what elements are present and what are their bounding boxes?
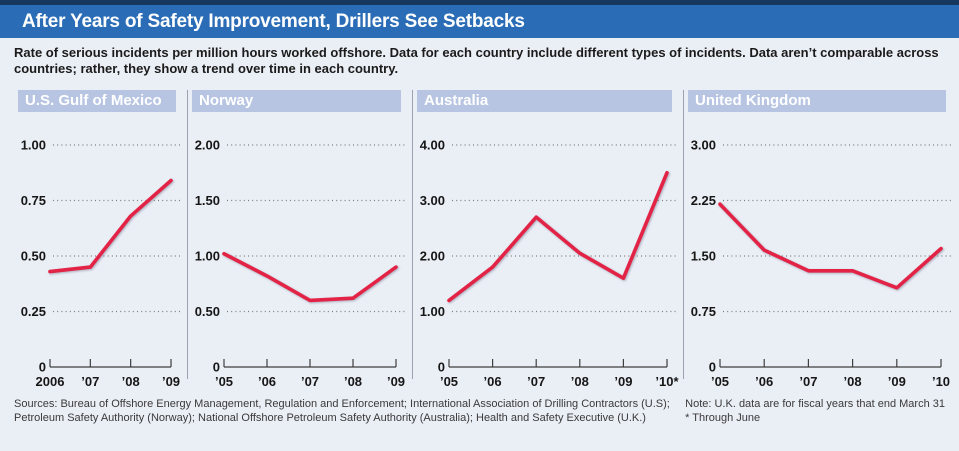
panel-australia: Australia 4.00 3.00 2.00 1.00 0’05 ’06 ’07 ’08 ’… — [413, 90, 683, 389]
svg-text:’05: ’05 — [711, 374, 729, 389]
svg-text:’06: ’06 — [755, 374, 773, 389]
panel-divider — [683, 90, 684, 379]
svg-text:’08: ’08 — [844, 374, 862, 389]
panel-divider — [187, 90, 188, 379]
svg-text:’07: ’07 — [301, 374, 319, 389]
svg-text:’08: ’08 — [122, 374, 140, 389]
svg-text:0.50: 0.50 — [21, 249, 46, 264]
svg-text:’09: ’09 — [614, 374, 632, 389]
note-line-1: Note: U.K. data are for fiscal years tha… — [685, 398, 945, 410]
line-chart-australia: 4.00 3.00 2.00 1.00 0’05 ’06 ’07 ’08 ’09 ’10* — [420, 138, 680, 390]
svg-text:0: 0 — [213, 360, 220, 375]
svg-text:1.50: 1.50 — [195, 193, 220, 208]
sources-line-2: Petroleum Safety Authority (Norway); Nat… — [14, 412, 646, 424]
page-title: After Years of Safety Improvement, Drill… — [22, 10, 525, 32]
panel-title-us-gulf: U.S. Gulf of Mexico — [18, 90, 176, 112]
svg-text:’07: ’07 — [81, 374, 99, 389]
svg-text:2.25: 2.25 — [691, 193, 716, 208]
svg-text:2006: 2006 — [36, 374, 65, 389]
panel-us-gulf-of-mexico: U.S. Gulf of Mexico 1.00 0.75 0.50 0.25 0 200… — [14, 90, 187, 389]
title-bar: After Years of Safety Improvement, Drill… — [0, 5, 959, 38]
svg-text:’08: ’08 — [571, 374, 589, 389]
svg-text:1.00: 1.00 — [195, 249, 220, 264]
svg-text:’09: ’09 — [162, 374, 180, 389]
chart-panels: U.S. Gulf of Mexico 1.00 0.75 0.50 0.25 0 200… — [0, 90, 959, 389]
svg-text:’07: ’07 — [799, 374, 817, 389]
sources-text: Sources: Bureau of Offshore Energy Manag… — [14, 397, 670, 425]
svg-text:’08: ’08 — [344, 374, 362, 389]
svg-text:3.00: 3.00 — [420, 193, 445, 208]
svg-text:0.75: 0.75 — [691, 304, 716, 319]
svg-text:’06: ’06 — [258, 374, 276, 389]
svg-text:0.50: 0.50 — [195, 304, 220, 319]
svg-text:3.00: 3.00 — [691, 138, 716, 153]
note-text: Note: U.K. data are for fiscal years tha… — [685, 397, 945, 425]
panel-title-norway: Norway — [192, 90, 401, 112]
footer: Sources: Bureau of Offshore Energy Manag… — [0, 397, 959, 425]
svg-text:2.00: 2.00 — [420, 249, 445, 264]
svg-text:’09: ’09 — [888, 374, 906, 389]
panel-divider — [412, 90, 413, 379]
panel-united-kingdom: United Kingdom 3.00 2.25 1.50 0.75 0’05 ’06 ’0… — [684, 90, 957, 389]
svg-text:4.00: 4.00 — [420, 138, 445, 153]
svg-text:’06: ’06 — [484, 374, 502, 389]
line-chart-norway: 2.00 1.50 1.00 0.50 0’05 ’06 ’07 ’08 ’09 — [195, 138, 406, 389]
note-line-2: * Through June — [685, 412, 761, 424]
svg-text:0.75: 0.75 — [21, 193, 46, 208]
svg-text:1.50: 1.50 — [691, 249, 716, 264]
svg-text:0.25: 0.25 — [21, 304, 46, 319]
svg-text:0: 0 — [39, 360, 46, 375]
svg-text:’10: ’10 — [932, 374, 950, 389]
panel-title-united-kingdom: United Kingdom — [688, 90, 946, 112]
svg-text:0: 0 — [438, 360, 445, 375]
chart-description: Rate of serious incidents per million ho… — [14, 45, 939, 76]
svg-text:’07: ’07 — [527, 374, 545, 389]
sources-line-1: Sources: Bureau of Offshore Energy Manag… — [14, 398, 670, 410]
svg-text:1.00: 1.00 — [420, 304, 445, 319]
svg-text:’10*: ’10* — [655, 374, 679, 389]
svg-text:0: 0 — [709, 360, 716, 375]
line-chart-united-kingdom: 3.00 2.25 1.50 0.75 0’05 ’06 ’07 ’08 ’09 ’10 — [691, 138, 951, 389]
svg-text:’09: ’09 — [387, 374, 405, 389]
svg-text:1.00: 1.00 — [21, 138, 46, 153]
svg-text:’05: ’05 — [215, 374, 233, 389]
panel-title-australia: Australia — [417, 90, 672, 112]
svg-text:2.00: 2.00 — [195, 138, 220, 153]
panel-norway: Norway 2.00 1.50 1.00 0.50 0’05 ’06 ’07 ’08 ’09 — [188, 90, 412, 389]
svg-text:’05: ’05 — [440, 374, 458, 389]
top-navy-strip — [0, 0, 959, 5]
